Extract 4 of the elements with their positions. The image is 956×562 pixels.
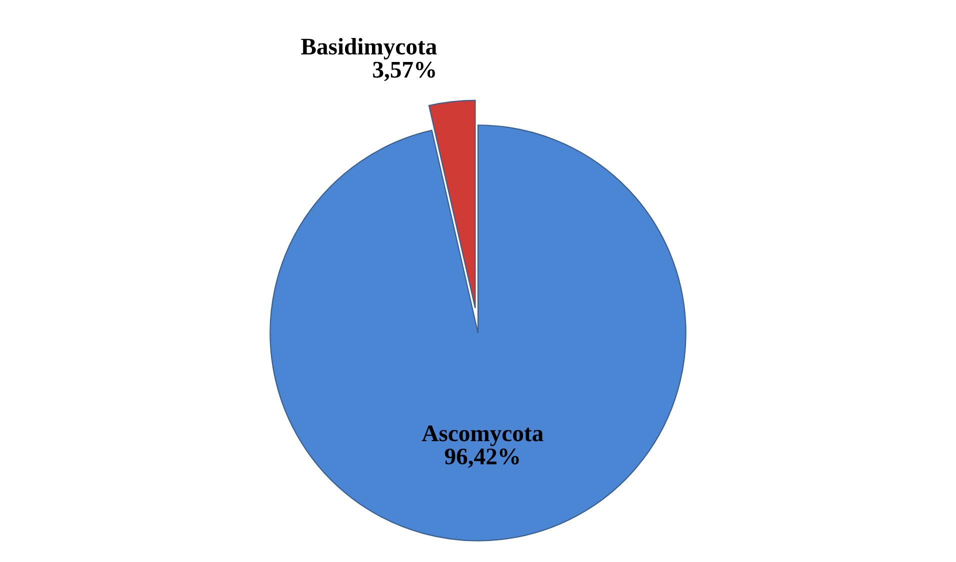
data-label: 96,42% [444,448,519,468]
slice-label: Basidimycota [301,38,437,60]
slice-label: Ascomycota [422,426,544,446]
data-label: 3,57% [373,62,435,82]
